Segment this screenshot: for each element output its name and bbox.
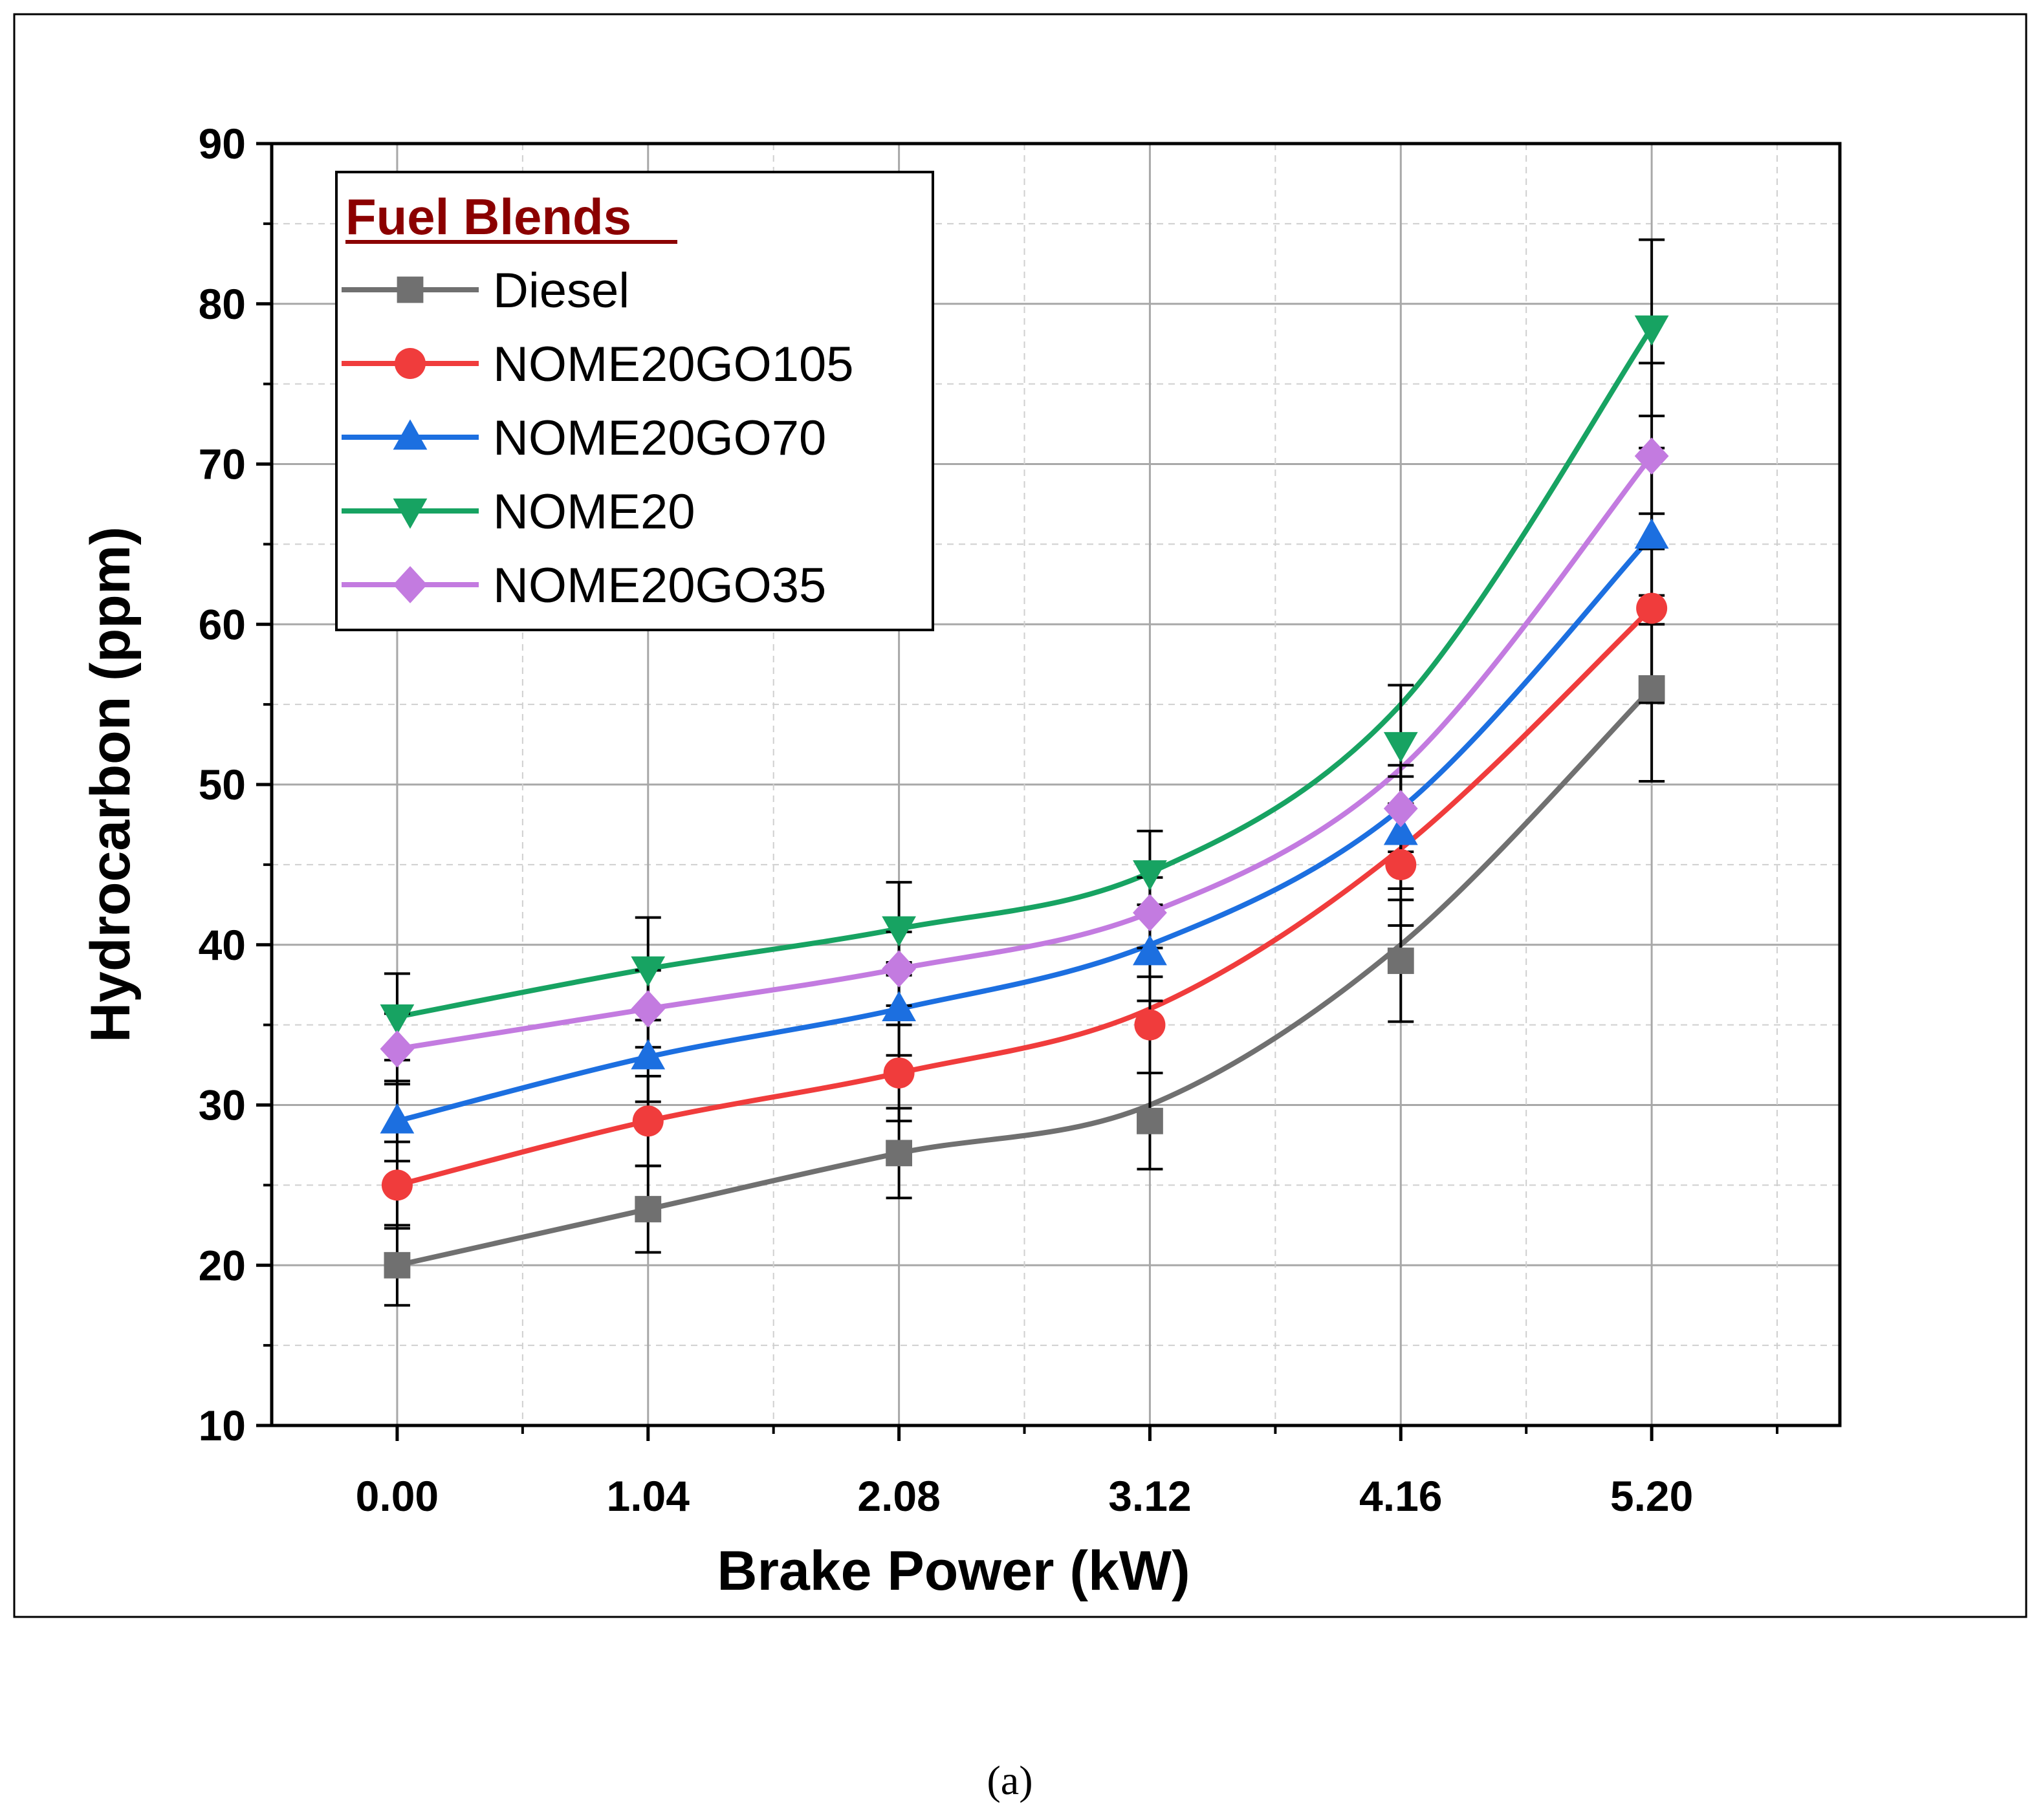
data-point-nome20 <box>882 916 916 947</box>
data-point-nome20go70 <box>631 1039 666 1070</box>
y-tick-label: 80 <box>199 280 246 328</box>
x-tick-label: 3.12 <box>1108 1472 1191 1520</box>
x-axis-title: Brake Power (kW) <box>717 1540 1190 1602</box>
marker-layer <box>380 315 1669 1279</box>
data-point-diesel <box>886 1140 912 1167</box>
x-tick-labels: 0.00 1.04 2.08 3.12 4.16 5.20 <box>356 1472 1694 1520</box>
figure-caption: (a) <box>987 1757 1032 1803</box>
data-point-nome20 <box>380 1004 415 1035</box>
data-point-diesel <box>635 1196 662 1222</box>
legend-label-nome20go35: NOME20GO35 <box>493 558 826 613</box>
legend-label-nome20go70: NOME20GO70 <box>493 411 826 466</box>
legend-entries: Diesel NOME20GO105 NOME20GO70 NOME20 NOME20G… <box>342 263 854 613</box>
data-point-diesel <box>384 1251 411 1279</box>
legend-marker-nome20go105 <box>395 348 426 379</box>
data-point-nome20go35 <box>380 1030 415 1068</box>
data-point-nome20go35 <box>1133 894 1167 931</box>
data-point-nome20go70 <box>882 991 916 1022</box>
y-tick-label: 20 <box>199 1241 246 1289</box>
legend-label-diesel: Diesel <box>493 263 629 318</box>
series-line-diesel <box>397 686 1654 1268</box>
series-line-nome20go70 <box>396 534 1654 1124</box>
data-point-nome20go105 <box>1385 849 1417 880</box>
data-point-nome20 <box>1383 731 1418 763</box>
series-line-nome20go35 <box>397 454 1654 1052</box>
legend-marker-nome20go35 <box>393 566 428 603</box>
y-tick-label: 50 <box>199 761 246 808</box>
legend-label-nome20: NOME20 <box>493 484 695 539</box>
y-tick-label: 10 <box>199 1402 246 1449</box>
legend-title: Fuel Blends <box>345 188 631 245</box>
data-point-nome20go105 <box>883 1057 915 1089</box>
x-tick-label: 0.00 <box>356 1472 439 1520</box>
legend-marker-nome20 <box>393 498 428 529</box>
y-tick-label: 30 <box>199 1081 246 1129</box>
y-tick-label: 40 <box>199 921 246 969</box>
x-tick-label: 2.08 <box>857 1472 940 1520</box>
legend-marker-nome20go70 <box>393 419 428 450</box>
data-point-diesel <box>1638 675 1665 702</box>
y-tick-label: 90 <box>199 120 246 168</box>
data-point-nome20 <box>631 956 666 987</box>
data-point-nome20go105 <box>1636 592 1668 624</box>
x-tick-label: 5.20 <box>1610 1472 1693 1520</box>
data-point-nome20go70 <box>1634 518 1669 549</box>
data-point-nome20go105 <box>632 1105 664 1137</box>
y-tick-label: 70 <box>199 440 246 488</box>
tick-layer <box>256 142 1779 1441</box>
legend: Fuel Blends Diesel NOME20GO105 NOME20GO70 N… <box>335 171 934 631</box>
data-point-nome20 <box>1634 315 1669 346</box>
data-point-nome20go35 <box>631 990 666 1028</box>
y-tick-label: 60 <box>199 600 246 648</box>
legend-box <box>335 171 934 631</box>
y-tick-labels: 10 20 30 40 50 60 70 80 90 <box>199 120 246 1449</box>
series-line-nome20go105 <box>396 606 1654 1188</box>
y-axis-title: Hydrocarbon (ppm) <box>80 526 142 1043</box>
data-point-nome20go35 <box>1383 790 1418 827</box>
data-point-nome20go70 <box>1383 814 1418 845</box>
legend-marker-diesel <box>397 276 424 303</box>
data-point-nome20go35 <box>1634 437 1669 475</box>
data-point-nome20go105 <box>1134 1009 1166 1041</box>
data-point-diesel <box>1137 1107 1163 1134</box>
x-tick-label: 4.16 <box>1359 1472 1442 1520</box>
data-point-nome20go70 <box>1133 935 1167 966</box>
legend-label-nome20go105: NOME20GO105 <box>493 337 854 392</box>
data-point-nome20go35 <box>882 950 916 988</box>
data-point-nome20go105 <box>381 1169 413 1201</box>
x-tick-label: 1.04 <box>607 1472 690 1520</box>
data-point-nome20go70 <box>380 1103 415 1134</box>
data-point-nome20 <box>1133 860 1167 891</box>
curve-layer <box>396 326 1654 1268</box>
data-point-diesel <box>1387 948 1414 974</box>
